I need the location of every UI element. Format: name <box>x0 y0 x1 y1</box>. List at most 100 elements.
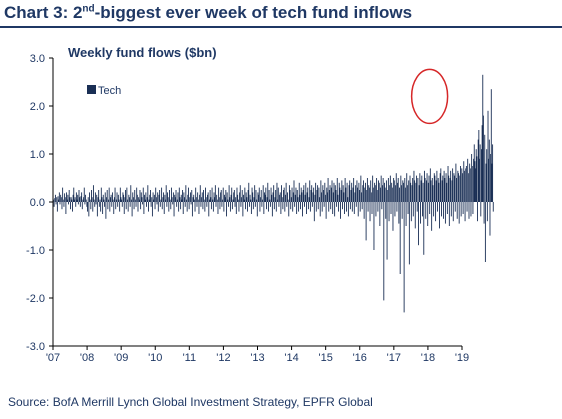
bar-tech <box>72 194 74 202</box>
bar-tech <box>367 202 369 212</box>
bar-tech <box>251 187 253 202</box>
bar-tech <box>450 202 452 217</box>
bar-tech <box>305 182 307 202</box>
bar-tech <box>276 182 278 202</box>
bar-tech <box>165 199 166 202</box>
bar-tech <box>434 175 436 202</box>
bar-tech <box>150 202 152 207</box>
bar-tech <box>414 180 416 202</box>
bar-tech <box>122 192 124 202</box>
bar-tech <box>104 192 106 202</box>
bar-tech <box>481 125 483 202</box>
bar-tech <box>475 149 477 202</box>
bar-tech <box>456 178 457 202</box>
title-underline <box>0 26 562 28</box>
bar-tech <box>335 190 337 202</box>
bar-tech <box>229 197 231 202</box>
bar-tech <box>161 202 163 210</box>
bar-tech <box>278 202 280 207</box>
bar-tech <box>226 192 228 202</box>
bar-tech <box>261 202 263 207</box>
bar-tech <box>222 187 224 202</box>
bar-tech <box>56 197 58 202</box>
bar-tech <box>84 202 86 205</box>
bar-tech <box>108 187 110 202</box>
bar-tech <box>419 173 421 202</box>
bar-tech <box>334 202 336 217</box>
bar-tech <box>403 202 405 313</box>
bar-tech <box>286 202 288 207</box>
bar-tech <box>110 197 111 202</box>
bar-tech <box>262 185 264 202</box>
bar-tech <box>142 202 144 205</box>
bar-tech <box>248 202 250 207</box>
bar-tech <box>427 202 429 226</box>
bar-tech <box>454 202 456 212</box>
bar-tech <box>256 202 258 217</box>
bar-tech <box>357 187 359 202</box>
bar-tech <box>106 197 107 202</box>
bar-tech <box>346 182 348 202</box>
bar-tech <box>123 202 125 214</box>
bar-tech <box>328 202 330 212</box>
bar-tech <box>239 185 241 202</box>
bar-tech <box>151 197 153 202</box>
bar-tech <box>181 199 183 202</box>
bar-tech <box>131 199 132 202</box>
bar-tech <box>378 180 379 202</box>
bar-tech <box>248 182 250 202</box>
bar-tech <box>412 178 414 202</box>
bar-tech <box>250 199 252 202</box>
bar-tech <box>483 202 485 224</box>
bar-tech <box>330 187 332 202</box>
bar-tech <box>213 192 215 202</box>
bar-tech <box>363 180 364 202</box>
bar-tech <box>308 197 310 202</box>
bar-tech <box>435 180 437 202</box>
bar-tech <box>399 202 401 274</box>
bar-tech <box>144 199 146 202</box>
bar-tech <box>148 202 149 212</box>
bar-tech <box>126 187 128 202</box>
bar-tech <box>382 185 383 202</box>
bar-tech <box>313 202 315 222</box>
bar-tech <box>448 175 450 202</box>
bar-tech <box>115 202 117 210</box>
bar-tech <box>444 178 446 202</box>
bar-tech <box>245 192 247 202</box>
bar-tech <box>365 202 367 241</box>
bar-tech <box>277 187 279 202</box>
bar-tech <box>451 180 453 202</box>
bar-tech <box>410 182 412 202</box>
legend-label-tech: Tech <box>98 85 121 97</box>
bar-tech <box>178 187 180 202</box>
bar-tech <box>342 185 344 202</box>
bar-tech <box>258 194 260 202</box>
bar-tech <box>340 190 342 202</box>
bar-tech <box>311 185 313 202</box>
bar-tech <box>486 149 488 202</box>
bar-tech <box>292 192 294 202</box>
bar-tech <box>298 202 300 212</box>
bar-tech <box>198 202 200 214</box>
bar-tech <box>274 197 276 202</box>
bar-tech <box>245 202 246 210</box>
bar-tech <box>200 202 202 207</box>
bar-tech <box>445 173 447 202</box>
bar-tech <box>77 202 79 205</box>
bar-tech <box>247 190 249 202</box>
bar-tech <box>100 187 102 202</box>
bar-tech <box>267 182 269 202</box>
bar-tech <box>176 199 178 202</box>
bar-tech <box>288 202 290 217</box>
bar-tech <box>407 202 409 214</box>
bar-tech <box>143 202 145 214</box>
bar-tech <box>361 192 362 202</box>
bar-tech <box>485 163 487 202</box>
bar-tech <box>234 202 236 207</box>
bar-tech <box>254 185 256 202</box>
bar-tech <box>214 185 216 202</box>
bar-tech <box>457 170 459 202</box>
bar-tech <box>359 202 361 212</box>
bar-tech <box>465 166 467 202</box>
